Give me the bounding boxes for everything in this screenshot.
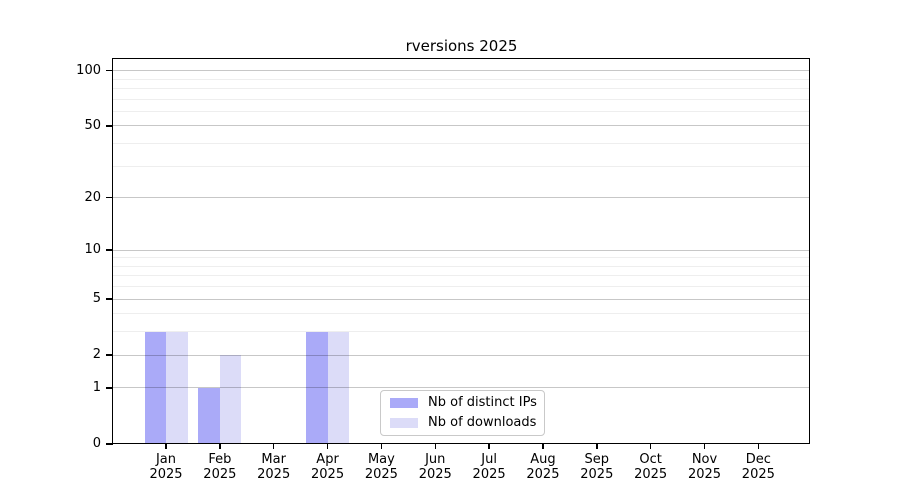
y-tick-label-1: 1	[92, 379, 101, 395]
x-tick-label-feb: Feb 2025	[203, 452, 237, 482]
gridline-minor-30	[113, 165, 809, 167]
gridline-major-100	[113, 70, 809, 72]
y-tick-label-5: 5	[92, 291, 101, 307]
gridline-minor-40	[113, 143, 809, 145]
y-tick-mark-5	[106, 298, 113, 300]
y-tick-label-50: 50	[84, 117, 101, 133]
legend-item-downloads: Nb of downloads	[390, 415, 537, 431]
gridline-major-50	[113, 125, 809, 127]
x-tick-label-aug: Aug 2025	[526, 452, 560, 482]
x-tick-mark-jun	[434, 444, 436, 449]
x-tick-label-jul: Jul 2025	[472, 452, 506, 482]
chart-title: rversions 2025	[405, 37, 518, 55]
x-tick-mark-mar	[272, 444, 275, 449]
legend-item-distinct-ips: Nb of distinct IPs	[390, 395, 537, 411]
gridline-minor-9	[113, 257, 809, 259]
legend-label-distinct-ips: Nb of distinct IPs	[428, 395, 537, 410]
bar-nb-of-distinct-ips-jan	[144, 331, 166, 444]
x-tick-mark-may	[380, 444, 383, 449]
x-tick-mark-apr	[326, 444, 329, 449]
gridline-minor-60	[113, 110, 809, 112]
plot-frame	[112, 58, 810, 444]
y-tick-mark-20	[106, 196, 113, 199]
x-tick-label-sep: Sep 2025	[580, 452, 614, 482]
gridline-minor-3	[113, 331, 809, 333]
y-tick-mark-0	[106, 443, 113, 445]
x-tick-label-dec: Dec 2025	[741, 452, 775, 482]
y-tick-mark-2	[106, 354, 113, 356]
bar-nb-of-downloads-jan	[166, 331, 188, 444]
x-tick-mark-aug	[542, 444, 544, 449]
y-tick-mark-1	[106, 387, 113, 389]
gridline-minor-90	[113, 78, 809, 80]
y-tick-mark-10	[106, 249, 113, 251]
y-tick-label-2: 2	[92, 347, 101, 363]
gridline-minor-7	[113, 275, 809, 277]
legend-swatch-distinct-ips	[390, 398, 418, 408]
x-tick-label-apr: Apr 2025	[311, 452, 345, 482]
x-tick-label-oct: Oct 2025	[634, 452, 668, 482]
y-tick-label-10: 10	[84, 242, 101, 257]
x-tick-mark-nov	[703, 444, 706, 449]
bar-nb-of-distinct-ips-feb	[198, 387, 220, 444]
x-tick-mark-jan	[165, 444, 167, 449]
y-tick-label-100: 100	[76, 62, 101, 78]
x-tick-label-jun: Jun 2025	[418, 452, 452, 482]
legend: Nb of distinct IPs Nb of downloads	[380, 390, 545, 436]
gridline-major-2	[113, 354, 809, 356]
x-tick-mark-oct	[649, 444, 652, 449]
y-tick-label-20: 20	[84, 189, 101, 205]
x-tick-label-mar: Mar 2025	[257, 452, 291, 482]
gridline-major-20	[113, 197, 809, 199]
y-tick-mark-50	[106, 125, 113, 127]
gridline-minor-8	[113, 265, 809, 267]
legend-label-downloads: Nb of downloads	[428, 415, 537, 430]
y-tick-mark-100	[106, 69, 113, 72]
y-tick-label-0: 0	[92, 436, 101, 451]
gridline-major-10	[113, 249, 809, 251]
gridline-minor-80	[113, 87, 809, 89]
bar-nb-of-downloads-feb	[219, 355, 242, 444]
x-tick-mark-jul	[488, 444, 490, 449]
x-tick-label-jan: Jan 2025	[149, 452, 183, 482]
bar-nb-of-distinct-ips-apr	[306, 331, 328, 444]
legend-swatch-downloads	[390, 418, 418, 428]
gridline-minor-4	[113, 313, 809, 315]
x-tick-label-may: May 2025	[364, 452, 398, 482]
x-tick-mark-feb	[219, 444, 221, 449]
bar-nb-of-downloads-apr	[327, 331, 350, 444]
x-tick-label-nov: Nov 2025	[687, 452, 722, 482]
gridline-minor-6	[113, 286, 809, 288]
x-tick-mark-sep	[596, 444, 598, 449]
x-tick-mark-dec	[757, 444, 760, 449]
gridline-minor-70	[113, 98, 809, 100]
gridline-major-5	[113, 298, 809, 300]
gridline-major-1	[113, 387, 809, 389]
